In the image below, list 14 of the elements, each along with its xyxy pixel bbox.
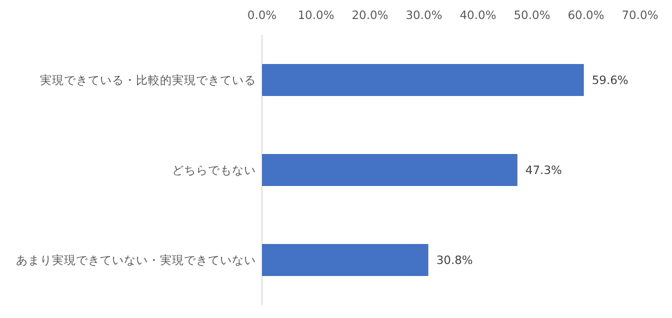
y-tick-label: 実現できている・比較的実現できている	[40, 73, 256, 87]
x-tick-label: 70.0%	[622, 8, 658, 22]
x-tick-label: 0.0%	[247, 8, 277, 22]
x-tick-label: 60.0%	[568, 8, 604, 22]
x-tick-label: 30.0%	[406, 8, 442, 22]
y-tick-label: あまり実現できていない・実現できていない	[16, 253, 256, 267]
x-tick-label: 50.0%	[514, 8, 550, 22]
data-label: 59.6%	[592, 73, 628, 87]
x-tick-label: 20.0%	[352, 8, 388, 22]
data-label: 47.3%	[525, 163, 562, 177]
x-tick-label: 10.0%	[298, 8, 334, 22]
data-label: 30.8%	[436, 253, 473, 267]
x-tick-label: 40.0%	[460, 8, 496, 22]
y-tick-label: どちらでもない	[172, 163, 256, 177]
